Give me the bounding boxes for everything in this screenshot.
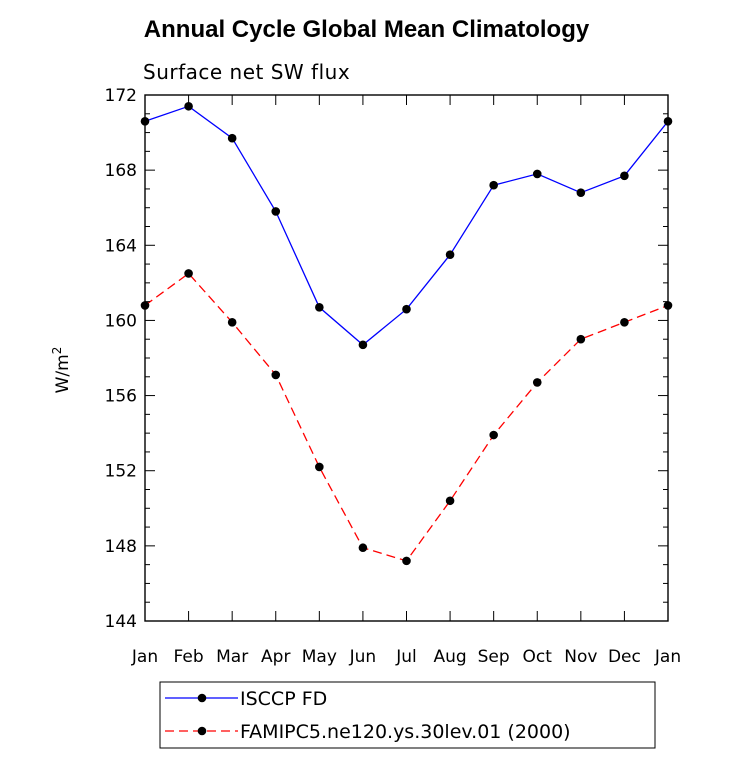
- y-tick-label: 156: [105, 387, 137, 407]
- data-point-series-2-2: [184, 269, 193, 278]
- legend-label-2: FAMIPC5.ne120.ys.30lev.01 (2000): [240, 721, 571, 743]
- data-point-series-1-5: [315, 302, 324, 312]
- y-tick-label: 152: [105, 462, 137, 482]
- data-point-series-1-11: [576, 188, 586, 197]
- x-tick-label: Sep: [478, 647, 510, 667]
- data-point-series-2-11: [576, 334, 586, 344]
- x-tick-label: Jun: [349, 647, 377, 667]
- x-tick-label: Aug: [433, 647, 466, 667]
- y-tick-label: 168: [105, 161, 137, 181]
- legend-marker-1: [197, 693, 207, 703]
- legend-box: [159, 681, 656, 749]
- data-point-series-2-7: [402, 556, 411, 566]
- data-point-series-2-10: [532, 378, 542, 387]
- x-tick-label: Oct: [523, 647, 553, 667]
- y-tick-label: 160: [105, 311, 137, 331]
- data-point-series-2-4: [271, 370, 281, 380]
- data-point-series-2-5: [315, 462, 324, 472]
- data-point-series-2-3: [227, 318, 237, 327]
- data-point-series-1-7: [402, 304, 411, 314]
- data-point-series-1-4: [271, 207, 281, 216]
- chart-title: Annual Cycle Global Mean Climatology: [143, 16, 590, 43]
- legend: ISCCP FD FAMIPC5.ne120.ys.30lev.01 (2000): [159, 681, 656, 749]
- data-point-series-1-10: [532, 169, 542, 179]
- x-tick-label: Jan: [131, 647, 158, 667]
- legend-marker-2: [197, 726, 207, 736]
- x-tick-label: Mar: [216, 647, 248, 667]
- legend-label-1: ISCCP FD: [240, 688, 327, 710]
- data-point-series-1-6: [358, 340, 368, 350]
- plot-frame: [144, 94, 669, 622]
- x-tick-label: Nov: [564, 647, 597, 667]
- x-tick-label: Jul: [395, 647, 417, 667]
- x-tick-label: Jan: [654, 647, 681, 667]
- series-line-2: [144, 272, 669, 562]
- chart-subtitle: Surface net SW flux: [143, 60, 351, 84]
- data-point-series-1-8: [445, 250, 455, 259]
- y-axis-label-unit: W/m: [53, 354, 73, 393]
- data-point-series-2-6: [358, 543, 368, 553]
- data-point-series-2-8: [445, 496, 455, 506]
- x-tick-label: Feb: [174, 647, 204, 667]
- data-point-series-1-2: [184, 101, 193, 111]
- y-axis-label: W/m2: [50, 347, 73, 394]
- data-point-series-2-12: [620, 318, 629, 327]
- data-point-series-1-9: [489, 180, 498, 190]
- data-point-series-2-9: [489, 430, 498, 440]
- data-point-series-1-3: [227, 133, 237, 143]
- y-tick-label: 164: [105, 236, 137, 256]
- y-tick-label: 144: [105, 612, 137, 632]
- y-tick-label: 172: [105, 86, 137, 106]
- y-tick-label: 148: [105, 537, 137, 557]
- y-axis-label-superscript: 2: [50, 347, 64, 355]
- x-tick-label: Dec: [608, 647, 641, 667]
- x-tick-label: Apr: [261, 647, 290, 667]
- x-tick-label: May: [302, 647, 337, 667]
- data-point-series-1-12: [620, 171, 629, 181]
